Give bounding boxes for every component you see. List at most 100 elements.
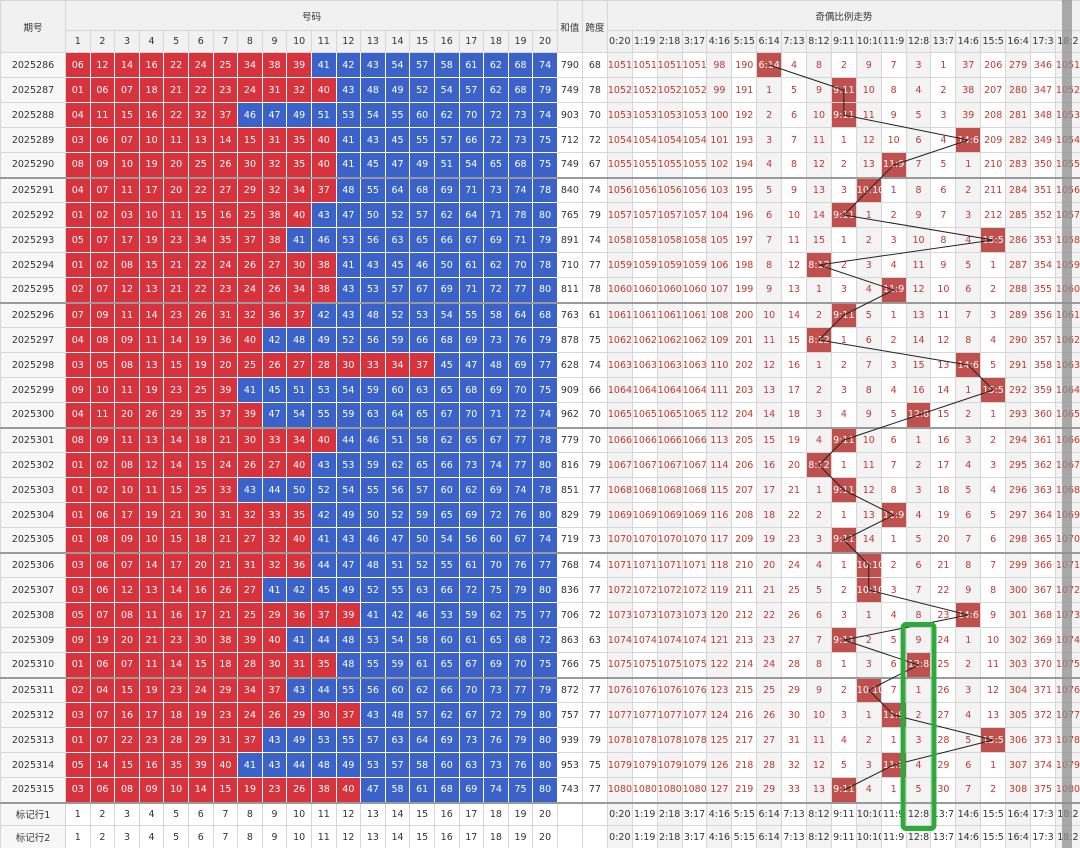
hit-cell: 8:12	[806, 327, 832, 353]
number-cell: 15	[187, 652, 214, 678]
sum-cell: 719	[556, 527, 583, 553]
issue-cell: 2025310	[0, 652, 66, 678]
number-cell: 49	[335, 577, 362, 603]
number-cell: 13	[138, 277, 165, 303]
trend-cell: 10	[806, 102, 832, 128]
trend-cell: 359	[1030, 377, 1056, 403]
trend-cell: 15	[930, 402, 957, 428]
trend-cell: 299	[1005, 551, 1032, 578]
trend-cell: 15	[756, 426, 783, 453]
sum-cell: 840	[556, 176, 583, 203]
trend-cell: 1068	[631, 477, 658, 503]
number-cell: 75	[532, 152, 558, 178]
trend-cell: 101	[706, 127, 733, 153]
number-cell: 30	[187, 502, 214, 528]
trend-cell: 283	[1005, 152, 1032, 178]
marker-ratio: 13:7	[930, 801, 957, 826]
number-cell: 19	[138, 676, 165, 703]
number-cell: 66	[409, 327, 435, 353]
trend-cell: 3	[980, 452, 1007, 478]
trend-cell: 15	[781, 327, 808, 353]
trend-cell: 1070	[631, 527, 658, 553]
trend-cell: 1061	[606, 301, 633, 328]
trend-cell: 1052	[681, 77, 708, 103]
number-col-header: 2	[89, 30, 116, 53]
number-cell: 02	[65, 676, 91, 703]
trend-cell: 1056	[681, 176, 708, 203]
trend-cell: 1	[855, 702, 882, 728]
trend-cell: 1075	[681, 652, 708, 678]
number-cell: 42	[261, 327, 288, 353]
number-cell: 41	[237, 377, 263, 403]
number-cell: 34	[237, 52, 263, 78]
trend-cell: 1055	[656, 152, 683, 178]
trend-cell: 4	[806, 551, 832, 578]
number-cell: 70	[458, 102, 485, 128]
number-cell: 46	[310, 227, 337, 253]
trend-cell: 279	[1005, 52, 1032, 78]
number-cell: 80	[532, 452, 558, 478]
number-cell: 15	[163, 477, 189, 503]
number-cell: 22	[187, 252, 214, 278]
number-cell: 49	[409, 152, 435, 178]
number-cell: 29	[286, 702, 312, 728]
number-cell: 59	[458, 602, 485, 628]
data-row: 2025305 01 08 09 10 15 18 21 27 32 40 41 43 46 47 50 54 5…	[0, 527, 1080, 553]
ratio-col-header: 9:11	[830, 30, 857, 53]
number-cell: 44	[261, 477, 288, 503]
marker-ratio: 17:3	[1030, 825, 1056, 848]
number-cell: 06	[89, 127, 116, 153]
number-cell: 46	[360, 527, 386, 553]
trend-cell: 22	[930, 577, 957, 603]
number-cell: 62	[433, 202, 460, 228]
data-row: 2025315 03 06 08 09 10 14 15 19 23 26 38 40 47 58 61 68 6…	[0, 777, 1080, 803]
number-cell: 64	[384, 402, 411, 428]
trend-cell: 1054	[606, 127, 633, 153]
trend-cell: 287	[1005, 252, 1032, 278]
number-cell: 65	[483, 627, 509, 653]
number-cell: 78	[532, 176, 558, 203]
marker-ratio: 12:8	[905, 801, 932, 826]
trend-cell: 1063	[606, 352, 633, 378]
marker-number: 16	[433, 801, 460, 826]
number-cell: 62	[483, 77, 509, 103]
number-cell: 22	[163, 52, 189, 78]
trend-cell: 8	[880, 477, 907, 503]
hit-cell: 9:11	[830, 627, 857, 653]
span-cell: 67	[581, 152, 608, 178]
number-cell: 55	[433, 551, 460, 578]
marker-ratio: 11:9	[880, 801, 907, 826]
number-cell: 41	[360, 602, 386, 628]
issue-cell: 2025293	[0, 227, 66, 253]
number-cell: 07	[114, 77, 140, 103]
trend-cell: 13	[806, 777, 832, 803]
number-cell: 12	[89, 52, 116, 78]
trend-cell: 33	[781, 777, 808, 803]
data-row: 2025303 01 02 10 11 15 25 33 43 44 50 52 54 55 56 57 60 6…	[0, 477, 1080, 503]
trend-cell: 301	[1005, 602, 1032, 628]
number-cell: 08	[89, 527, 116, 553]
number-cell: 53	[433, 602, 460, 628]
number-cell: 35	[286, 127, 312, 153]
number-cell: 47	[261, 102, 288, 128]
trend-cell: 11	[806, 727, 832, 753]
number-cell: 80	[532, 727, 558, 753]
number-cell: 73	[507, 102, 534, 128]
number-cell: 34	[286, 277, 312, 303]
number-cell: 73	[483, 752, 509, 778]
trend-cell: 212	[731, 602, 758, 628]
trend-cell: 7	[880, 452, 907, 478]
trend-cell: 125	[706, 727, 733, 753]
trend-cell: 24	[781, 551, 808, 578]
number-cell: 43	[310, 452, 337, 478]
trend-cell: 6	[905, 127, 932, 153]
span-cell: 77	[581, 702, 608, 728]
number-cell: 29	[261, 602, 288, 628]
trend-cell: 105	[706, 227, 733, 253]
ratio-col-header: 0:20	[606, 30, 633, 53]
hit-cell: 11:9	[880, 702, 907, 728]
hit-cell: 12:8	[905, 652, 932, 678]
number-cell: 19	[237, 777, 263, 803]
trend-cell: 1052	[606, 77, 633, 103]
trend-cell: 2	[830, 577, 857, 603]
